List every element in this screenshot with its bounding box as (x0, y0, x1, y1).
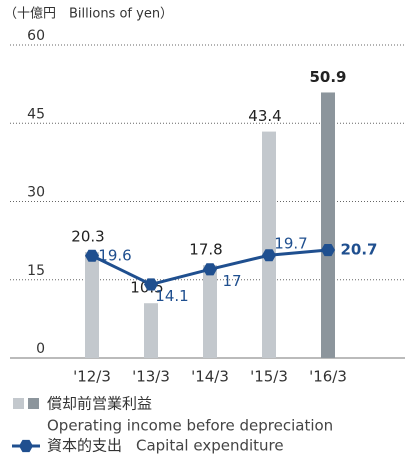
line-marker (144, 278, 158, 291)
line-value-label: 19.6 (98, 246, 131, 264)
legend-marker (19, 439, 33, 453)
y-tick-label: 30 (27, 185, 45, 201)
bar-value-label: 43.4 (248, 107, 281, 125)
x-tick-label: '14/3 (191, 368, 229, 386)
bar (321, 92, 335, 358)
bar (85, 252, 99, 358)
legend-swatch (28, 398, 39, 409)
line-marker (85, 249, 99, 262)
y-tick-label: 15 (27, 263, 45, 279)
bar (144, 303, 158, 358)
line-marker (203, 263, 217, 276)
line-marker (262, 249, 276, 262)
y-tick-label: 0 (36, 341, 45, 357)
line-value-label: 17 (222, 272, 241, 290)
line-value-label: 19.7 (274, 235, 307, 253)
legend-label: Operating income before depreciation (47, 417, 333, 435)
bar-value-label: 17.8 (189, 241, 222, 259)
legend-label: 償却前営業利益 (47, 395, 152, 413)
bar (262, 131, 276, 358)
unit-label: （十億円 Billions of yen） (4, 6, 173, 22)
legend-label: 資本的支出 (47, 437, 122, 455)
bar-value-label: 20.3 (71, 228, 104, 246)
line-value-label: 20.7 (340, 241, 377, 259)
x-tick-label: '16/3 (309, 368, 347, 386)
line-value-label: 14.1 (155, 287, 188, 305)
x-tick-label: '13/3 (132, 368, 170, 386)
x-tick-label: '15/3 (250, 368, 288, 386)
y-tick-label: 45 (27, 106, 45, 122)
x-tick-label: '12/3 (73, 368, 111, 386)
legend-label: Capital expenditure (136, 437, 284, 455)
legend-swatch (13, 398, 24, 409)
line-marker (321, 244, 335, 257)
y-tick-label: 60 (27, 28, 45, 44)
bar (203, 265, 217, 358)
bar-value-label: 50.9 (309, 68, 346, 86)
